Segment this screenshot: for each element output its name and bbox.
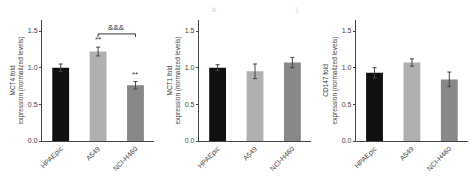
svg-text:b: b )	[212, 6, 298, 14]
svg-text:MCT4 foldexpression (normalize: MCT4 foldexpression (normalized levels)	[9, 37, 25, 125]
svg-text:0.5: 0.5	[342, 101, 352, 108]
svg-text:1.5: 1.5	[185, 27, 195, 34]
svg-text:&&&: &&&	[108, 23, 125, 32]
svg-text:**: **	[132, 70, 138, 79]
svg-text:A549: A549	[85, 145, 102, 162]
svg-text:CD147 foldexpression (normaliz: CD147 foldexpression (normalized levels)	[322, 37, 338, 125]
svg-text:HPAEpic: HPAEpic	[39, 145, 64, 170]
svg-text:HPAEpic: HPAEpic	[196, 145, 221, 170]
svg-text:A549: A549	[399, 145, 416, 162]
svg-text:NCI-H460: NCI-H460	[269, 145, 296, 172]
svg-text:A549: A549	[242, 145, 259, 162]
svg-text:0.0: 0.0	[28, 137, 38, 144]
svg-text:**: **	[95, 35, 101, 44]
svg-text:1.0: 1.0	[342, 64, 352, 71]
svg-text:0.0: 0.0	[342, 137, 352, 144]
svg-text:1.0: 1.0	[28, 64, 38, 71]
svg-text:NCI-H460: NCI-H460	[426, 145, 453, 172]
svg-text:MCT1 foldexpression (normalize: MCT1 foldexpression (normalized levels)	[166, 37, 182, 125]
svg-text:0.5: 0.5	[185, 101, 195, 108]
svg-text:1.0: 1.0	[185, 64, 195, 71]
svg-text:HPAEpic: HPAEpic	[353, 145, 378, 170]
svg-text:0.0: 0.0	[185, 137, 195, 144]
svg-text:NCI-H460: NCI-H460	[112, 145, 139, 172]
svg-text:1.5: 1.5	[342, 27, 352, 34]
svg-text:1.5: 1.5	[28, 27, 38, 34]
svg-text:0.5: 0.5	[28, 101, 38, 108]
